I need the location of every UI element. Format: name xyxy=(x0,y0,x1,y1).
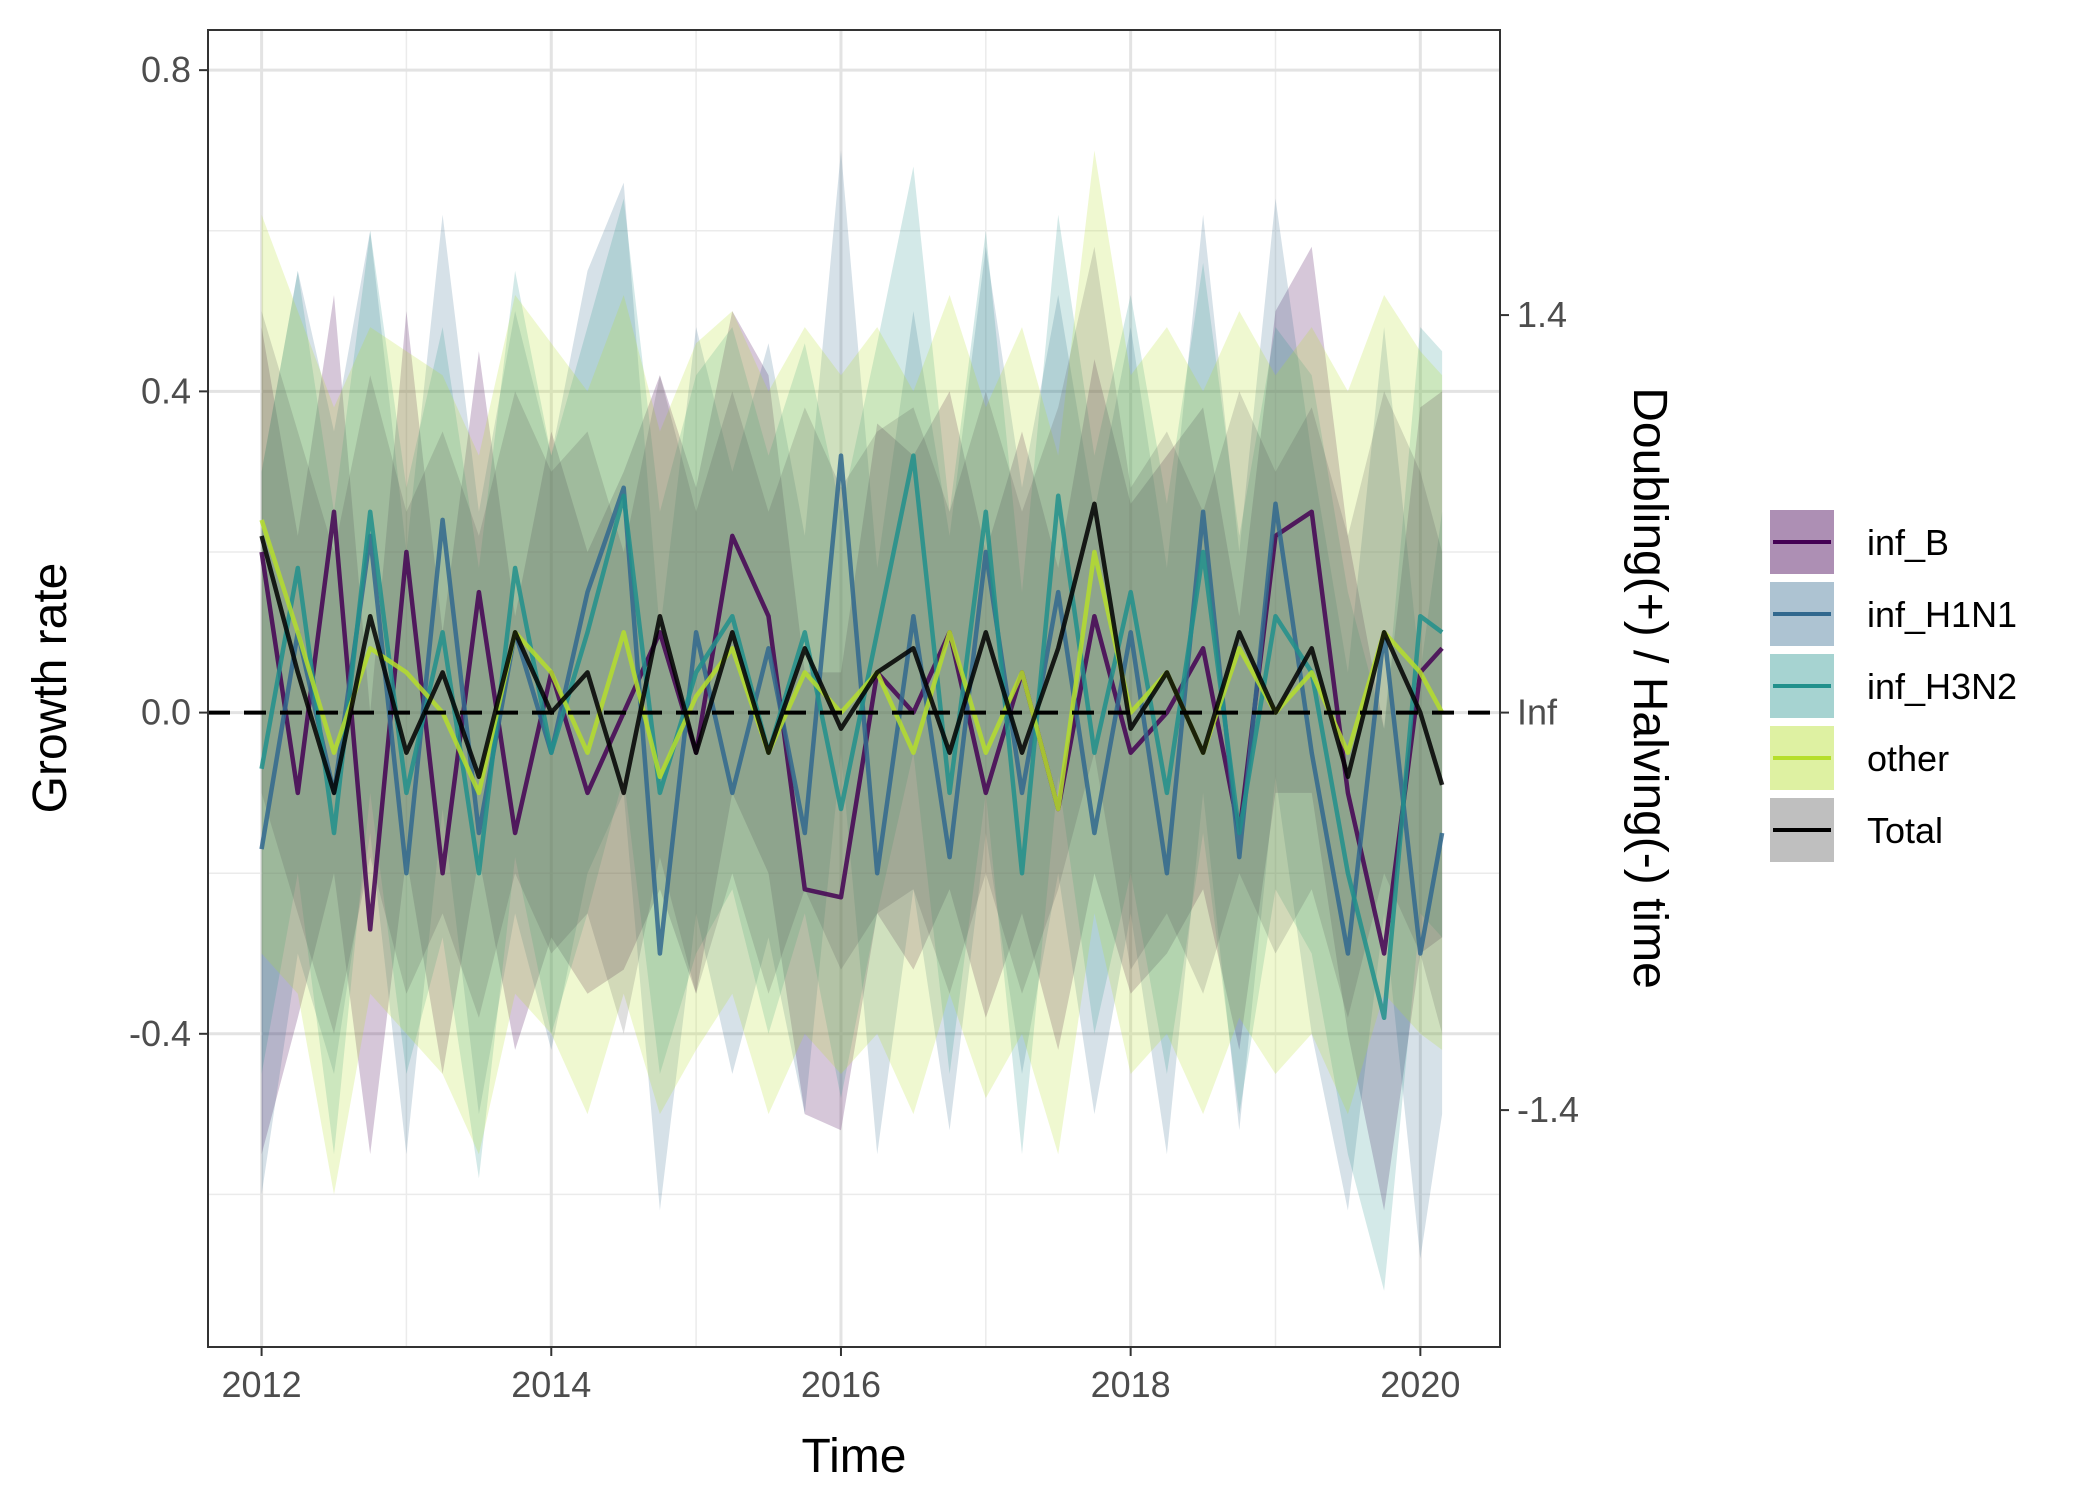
series-lines xyxy=(259,453,1445,1021)
y-tick-label: -0.4 xyxy=(129,1013,191,1054)
legend-label-inf-b: inf_B xyxy=(1867,522,1949,563)
legend-label-inf-h1n1: inf_H1N1 xyxy=(1867,594,2017,635)
x-tick-label: 2018 xyxy=(1091,1364,1171,1405)
x-tick-label: 2012 xyxy=(222,1364,302,1405)
y-axis-left: -0.4 0.0 0.4 0.8 xyxy=(129,49,208,1054)
legend-label-other: other xyxy=(1867,738,1949,779)
y-tick-label: 0.4 xyxy=(141,370,191,411)
x-tick-label: 2016 xyxy=(801,1364,881,1405)
y2-tick-label: -1.4 xyxy=(1517,1089,1579,1130)
band-total xyxy=(261,246,1443,1034)
y-axis-right: -1.4 Inf 1.4 xyxy=(1500,294,1579,1130)
x-tick-label: 2014 xyxy=(511,1364,591,1405)
confidence-bands xyxy=(261,150,1443,1291)
band-inf-h1n1 xyxy=(261,150,1443,1259)
y-axis-title: Growth rate xyxy=(24,563,77,814)
legend-label-total: Total xyxy=(1867,810,1943,851)
band-inf-h3n2 xyxy=(261,166,1443,1291)
x-tick-label: 2020 xyxy=(1380,1364,1460,1405)
band-inf-b xyxy=(261,246,1443,1211)
plot-border xyxy=(207,29,1501,1348)
line-total xyxy=(259,501,1445,796)
line-other xyxy=(259,519,1445,812)
y2-axis-title: Doubling(+) / Halving(-) time xyxy=(1623,387,1676,989)
y-tick-label: 0.0 xyxy=(141,692,191,733)
y2-tick-label: 1.4 xyxy=(1517,294,1567,335)
legend-label-inf-h3n2: inf_H3N2 xyxy=(1867,666,2017,707)
band-other xyxy=(261,150,1443,1195)
y2-tick-label: Inf xyxy=(1517,692,1558,733)
x-axis-title: Time xyxy=(802,1430,907,1483)
x-axis: 2012 2014 2016 2018 2020 xyxy=(222,1347,1460,1405)
y-tick-label: 0.8 xyxy=(141,49,191,90)
